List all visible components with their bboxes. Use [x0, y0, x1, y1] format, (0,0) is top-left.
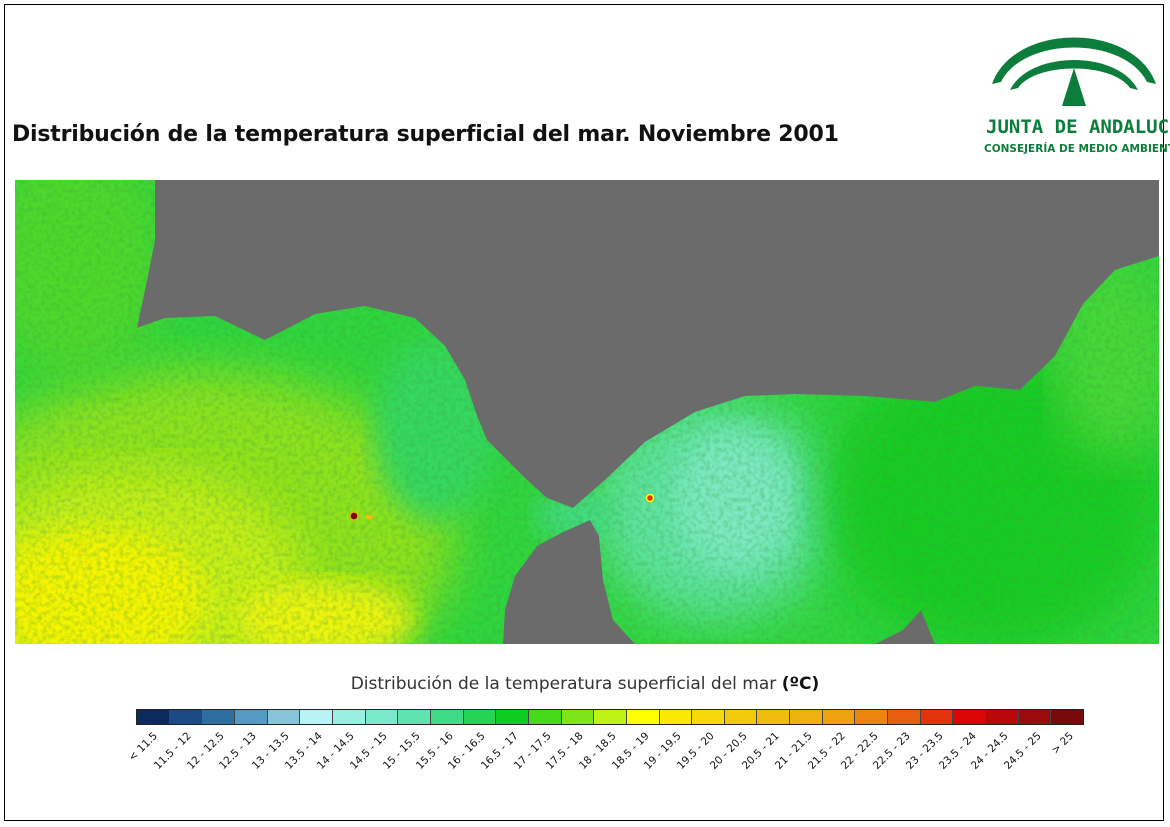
legend-swatch — [365, 710, 399, 724]
logo-subtitle: CONSEJERÍA DE MEDIO AMBIENTE — [984, 143, 1170, 155]
legend-swatch — [398, 710, 431, 724]
page-frame — [4, 4, 1164, 821]
legend-swatch — [137, 710, 170, 724]
legend-swatch — [822, 710, 856, 724]
legend-swatch — [300, 710, 333, 724]
legend-swatch — [202, 710, 235, 724]
legend-swatch — [692, 710, 725, 724]
legend-swatch — [463, 710, 497, 724]
junta-de-andalucia-logo: JUNTA DE ANDALUCIA CONSEJERÍA DE MEDIO A… — [984, 16, 1170, 161]
legend-color-bar — [136, 709, 1084, 725]
legend-swatch — [790, 710, 823, 724]
legend-swatch — [888, 710, 921, 724]
legend-swatch — [724, 710, 758, 724]
legend-swatch — [855, 710, 889, 724]
legend-swatch — [234, 710, 268, 724]
logo-emblem-icon — [992, 37, 1156, 106]
legend-swatch — [430, 710, 464, 724]
sea-temperature-map — [15, 180, 1159, 644]
legend-swatch — [659, 710, 693, 724]
legend-swatch — [757, 710, 791, 724]
legend-swatch — [920, 710, 954, 724]
legend-swatch — [332, 710, 366, 724]
logo-name: JUNTA DE ANDALUCIA — [986, 116, 1170, 138]
legend-swatch — [1018, 710, 1052, 724]
legend-swatch — [1051, 710, 1084, 724]
legend-swatch — [561, 710, 595, 724]
legend-labels: < 11.5 11.5 - 12 12 - 12.5 12.5 - 13 13 - 13… — [127, 730, 1084, 820]
legend-swatch — [594, 710, 627, 724]
legend-unit: (ºC) — [781, 674, 820, 694]
legend-title: Distribución de la temperatura superfici… — [0, 674, 1170, 694]
warm-spot-marker — [365, 514, 373, 520]
legend-swatch — [953, 710, 987, 724]
page-title: Distribución de la temperatura superfici… — [12, 122, 839, 147]
legend-swatch — [528, 710, 562, 724]
legend-swatch — [626, 710, 660, 724]
legend-swatch — [267, 710, 301, 724]
legend-swatch — [496, 710, 529, 724]
legend-class-label: > 25 — [1049, 730, 1076, 757]
legend-title-text: Distribución de la temperatura superfici… — [350, 674, 777, 694]
legend-swatch — [986, 710, 1019, 724]
hot-spot-marker — [349, 511, 359, 521]
legend-swatch — [169, 710, 203, 724]
warm-spot-marker — [645, 493, 655, 503]
